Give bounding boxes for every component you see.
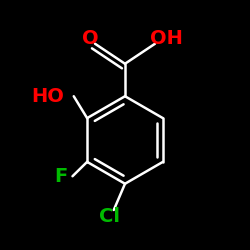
Text: Cl: Cl [100, 207, 120, 226]
Text: F: F [54, 167, 68, 186]
Text: O: O [82, 29, 98, 48]
Text: HO: HO [31, 87, 64, 106]
Text: OH: OH [150, 29, 183, 48]
